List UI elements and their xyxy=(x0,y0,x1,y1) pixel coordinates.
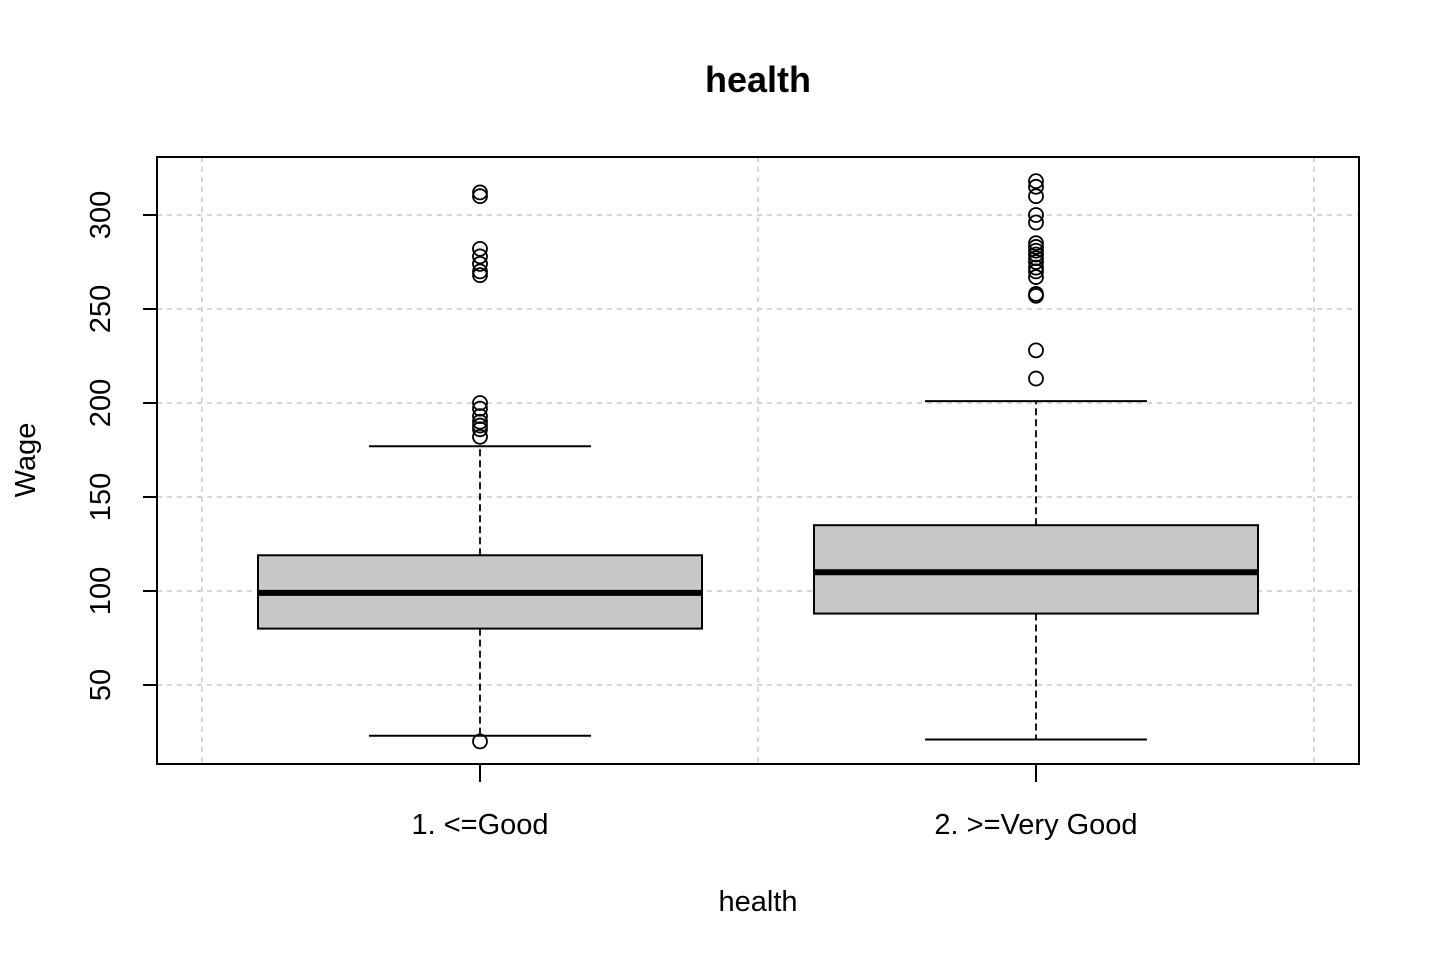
outlier-point xyxy=(472,733,488,750)
chart-title: health xyxy=(705,59,811,100)
box-group-2 xyxy=(813,173,1259,741)
y-tick-label: 150 xyxy=(85,473,117,521)
outlier-point xyxy=(472,417,488,434)
outlier-point xyxy=(472,255,488,272)
outlier-point xyxy=(1028,246,1044,263)
outlier-point xyxy=(1028,214,1044,231)
outlier-point xyxy=(472,240,488,257)
outlier-point xyxy=(1028,370,1044,387)
grid-lines xyxy=(157,157,1359,764)
outlier-point xyxy=(1028,188,1044,205)
y-axis-label: Wage xyxy=(10,423,42,498)
outlier-point xyxy=(1028,173,1044,190)
outlier-point xyxy=(1028,207,1044,223)
outlier-point xyxy=(472,400,488,417)
outlier-point xyxy=(1028,239,1044,255)
outlier-point xyxy=(1028,269,1044,285)
y-tick-label: 200 xyxy=(85,379,117,427)
box-layer xyxy=(257,173,1259,750)
x-tick-label: 2. >=Very Good xyxy=(934,809,1137,841)
y-axis: 50 100 150 200 250 300 xyxy=(85,191,158,701)
outlier-point xyxy=(472,188,488,205)
outlier-point xyxy=(1028,286,1044,302)
outlier-point xyxy=(472,267,488,284)
y-tick-label: 250 xyxy=(85,285,117,333)
outlier-point xyxy=(1028,242,1044,259)
outlier-point xyxy=(472,248,488,265)
outlier-point xyxy=(472,184,488,201)
outlier-point xyxy=(1028,235,1044,252)
y-tick-label: 100 xyxy=(85,567,117,615)
outlier-point xyxy=(1028,342,1044,359)
x-tick-label: 1. <=Good xyxy=(411,809,548,841)
x-axis: 1. <=Good 2. >=Very Good xyxy=(411,764,1138,841)
outlier-point xyxy=(1028,254,1044,270)
outlier-point xyxy=(472,395,488,411)
outlier-point xyxy=(472,263,488,280)
outlier-point xyxy=(472,428,488,445)
box-group-1 xyxy=(257,184,703,750)
outlier-point xyxy=(1028,250,1044,267)
outlier-point xyxy=(1028,178,1044,195)
y-tick-label: 300 xyxy=(85,191,117,239)
y-tick-label: 50 xyxy=(85,669,117,701)
x-axis-label: health xyxy=(718,886,797,918)
